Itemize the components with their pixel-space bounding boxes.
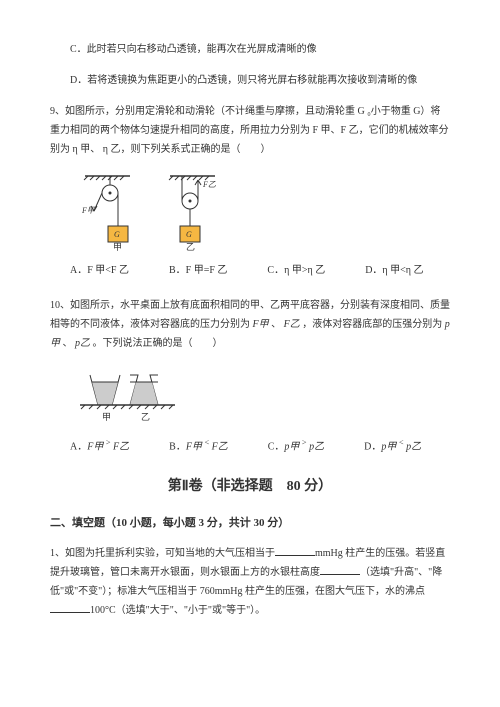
svg-text:G: G [186, 230, 192, 239]
q10-figure: 甲 乙 [80, 365, 450, 425]
svg-text:甲: 甲 [102, 412, 111, 422]
containers-icon: 甲 乙 [80, 365, 180, 425]
q10-stem: 10、如图所示，水平桌面上放有底面积相同的甲、乙两平底容器，分别装有深度相同、质… [50, 296, 450, 353]
svg-text:乙: 乙 [141, 412, 150, 422]
svg-text:甲: 甲 [113, 242, 122, 251]
svg-text:F乙: F乙 [202, 180, 216, 189]
q10-opt-b: B．F甲 < F乙 [169, 435, 228, 456]
q10-options: A．F甲 > F乙 B．F甲 < F乙 C．p甲 > p乙 D．p甲 < p乙 [70, 435, 450, 456]
svg-text:G: G [114, 230, 120, 239]
blank-1 [275, 545, 315, 556]
blank-2 [320, 564, 360, 575]
prev-option-c: C．此时若只向右移动凸透镜，能再次在光屏成清晰的像 [70, 40, 450, 59]
prev-option-d: D．若将透镜换为焦距更小的凸透镜，则只将光屏右移就能再次接收到清晰的像 [70, 71, 450, 90]
fill-q1: 1、如图为托里拆利实验，可知当地的大气压相当于mmHg 柱产生的压强。若竖直提升… [50, 544, 450, 620]
part-ii-title: 第Ⅱ卷（非选择题 80 分） [50, 474, 450, 501]
svg-text:F甲: F甲 [81, 206, 96, 215]
q9-opt-b: B．F 甲=F 乙 [169, 261, 227, 280]
q10-opt-c: C．p甲 > p乙 [268, 435, 324, 456]
svg-text:乙: 乙 [186, 242, 195, 251]
pulley-moving-icon: F乙 G 乙 [165, 171, 220, 251]
pulley-fixed-icon: F甲 G 甲 [80, 171, 135, 251]
q9-opt-c: C．η 甲>η 乙 [267, 261, 325, 280]
q9-opt-a: A．F 甲<F 乙 [70, 261, 129, 280]
section-ii-head: 二、填空题（10 小题，每小题 3 分，共计 30 分） [50, 513, 450, 534]
q9-stem: 9、如图所示，分别用定滑轮和动滑轮（不计绳重与摩擦，且动滑轮重 G ₀小于物重 … [50, 102, 450, 159]
q9-opt-d: D．η 甲<η 乙 [365, 261, 423, 280]
blank-3 [50, 602, 90, 613]
q9-options: A．F 甲<F 乙 B．F 甲=F 乙 C．η 甲>η 乙 D．η 甲<η 乙 [70, 261, 450, 280]
q10-opt-a: A．F甲 > F乙 [70, 435, 129, 456]
q9-figures: F甲 G 甲 F乙 G 乙 [80, 171, 450, 251]
q10-opt-d: D．p甲 < p乙 [364, 435, 421, 456]
